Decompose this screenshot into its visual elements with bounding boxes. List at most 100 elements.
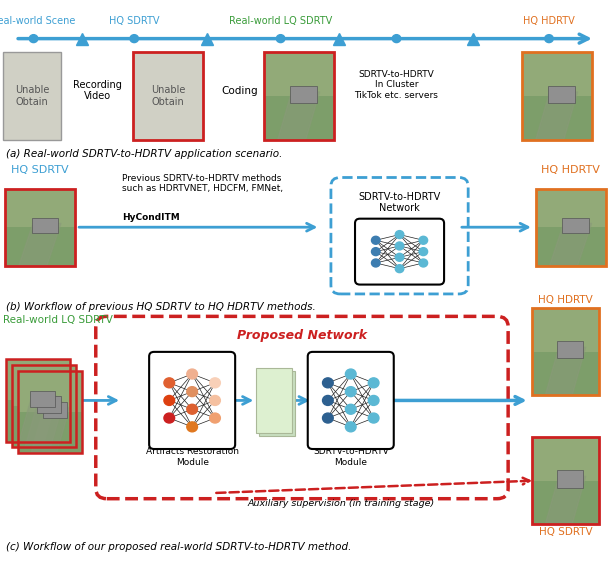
Text: HQ HDRTV: HQ HDRTV bbox=[538, 295, 593, 306]
FancyBboxPatch shape bbox=[307, 352, 394, 449]
FancyBboxPatch shape bbox=[532, 308, 599, 395]
Text: (c) Workflow of our proposed real-world SDRTV-to-HDRTV method.: (c) Workflow of our proposed real-world … bbox=[6, 542, 351, 552]
FancyBboxPatch shape bbox=[6, 359, 70, 400]
Text: Real-world LQ SDRTV: Real-world LQ SDRTV bbox=[229, 16, 332, 26]
Circle shape bbox=[419, 236, 428, 244]
Text: SDRTV-to-HDRTV
In Cluster
TikTok etc. servers: SDRTV-to-HDRTV In Cluster TikTok etc. se… bbox=[354, 70, 439, 100]
FancyBboxPatch shape bbox=[290, 86, 317, 103]
FancyBboxPatch shape bbox=[562, 218, 589, 233]
Circle shape bbox=[210, 413, 220, 423]
Text: Artifacts Restoration
Module: Artifacts Restoration Module bbox=[146, 448, 239, 467]
Circle shape bbox=[164, 413, 174, 423]
Circle shape bbox=[187, 422, 198, 432]
FancyBboxPatch shape bbox=[12, 365, 76, 448]
Circle shape bbox=[323, 413, 333, 423]
Text: SDRTV-to-HDRTV
Network: SDRTV-to-HDRTV Network bbox=[359, 192, 440, 214]
FancyBboxPatch shape bbox=[522, 52, 592, 140]
Circle shape bbox=[545, 35, 553, 43]
Circle shape bbox=[345, 369, 356, 379]
Polygon shape bbox=[19, 396, 57, 442]
Circle shape bbox=[164, 395, 174, 406]
Text: Real-world Scene: Real-world Scene bbox=[0, 16, 76, 26]
Text: Previous SDRTV-to-HDRTV methods
such as HDRTVNET, HDCFM, FMNet,: Previous SDRTV-to-HDRTV methods such as … bbox=[122, 174, 283, 193]
FancyBboxPatch shape bbox=[355, 219, 444, 285]
FancyBboxPatch shape bbox=[12, 365, 76, 406]
Polygon shape bbox=[550, 223, 592, 266]
Text: Coding: Coding bbox=[221, 86, 258, 95]
FancyBboxPatch shape bbox=[32, 218, 58, 233]
Text: SDRTV-to-HDRTV
Module: SDRTV-to-HDRTV Module bbox=[313, 448, 389, 467]
FancyBboxPatch shape bbox=[5, 189, 75, 227]
FancyBboxPatch shape bbox=[536, 189, 606, 227]
Circle shape bbox=[395, 253, 404, 261]
Text: HQ SDRTV: HQ SDRTV bbox=[539, 527, 592, 537]
Polygon shape bbox=[31, 408, 70, 453]
Circle shape bbox=[187, 369, 198, 379]
Circle shape bbox=[164, 378, 174, 388]
Circle shape bbox=[276, 35, 285, 43]
FancyBboxPatch shape bbox=[548, 86, 575, 103]
Circle shape bbox=[210, 378, 220, 388]
FancyBboxPatch shape bbox=[37, 396, 61, 413]
Circle shape bbox=[187, 387, 198, 396]
Text: Real-world LQ SDRTV: Real-world LQ SDRTV bbox=[3, 315, 113, 325]
Text: HQ SDRTV: HQ SDRTV bbox=[109, 16, 159, 26]
Circle shape bbox=[210, 395, 220, 406]
Circle shape bbox=[345, 422, 356, 432]
FancyBboxPatch shape bbox=[30, 391, 55, 407]
Circle shape bbox=[368, 378, 379, 388]
Circle shape bbox=[371, 259, 380, 267]
FancyBboxPatch shape bbox=[6, 360, 70, 442]
FancyBboxPatch shape bbox=[536, 189, 606, 266]
Circle shape bbox=[130, 35, 138, 43]
FancyBboxPatch shape bbox=[256, 368, 292, 433]
Circle shape bbox=[395, 242, 404, 250]
Circle shape bbox=[368, 395, 379, 406]
FancyBboxPatch shape bbox=[3, 52, 61, 140]
Circle shape bbox=[419, 259, 428, 267]
FancyBboxPatch shape bbox=[43, 402, 67, 419]
FancyBboxPatch shape bbox=[264, 52, 334, 140]
Text: Auxiliary supervision (in training stage): Auxiliary supervision (in training stage… bbox=[248, 499, 435, 508]
Circle shape bbox=[395, 265, 404, 273]
FancyBboxPatch shape bbox=[558, 470, 583, 487]
Text: HQ HDRTV: HQ HDRTV bbox=[541, 165, 600, 175]
FancyBboxPatch shape bbox=[532, 308, 599, 352]
FancyBboxPatch shape bbox=[133, 52, 203, 140]
Circle shape bbox=[187, 404, 198, 414]
Circle shape bbox=[395, 231, 404, 239]
Text: (b) Workflow of previous HQ SDRTV to HQ HDRTV methods.: (b) Workflow of previous HQ SDRTV to HQ … bbox=[6, 302, 316, 312]
Circle shape bbox=[371, 248, 380, 256]
Circle shape bbox=[323, 378, 333, 388]
FancyBboxPatch shape bbox=[5, 189, 75, 266]
Text: Recording
Video: Recording Video bbox=[73, 80, 122, 102]
FancyBboxPatch shape bbox=[522, 52, 592, 96]
Circle shape bbox=[419, 248, 428, 256]
FancyBboxPatch shape bbox=[259, 371, 295, 436]
Polygon shape bbox=[19, 223, 61, 266]
FancyBboxPatch shape bbox=[149, 352, 235, 449]
FancyBboxPatch shape bbox=[532, 437, 599, 481]
Circle shape bbox=[368, 413, 379, 423]
Circle shape bbox=[29, 35, 38, 43]
Text: Unable
Obtain: Unable Obtain bbox=[15, 85, 49, 107]
FancyBboxPatch shape bbox=[558, 341, 583, 358]
Circle shape bbox=[371, 236, 380, 244]
Text: Unable
Obtain: Unable Obtain bbox=[151, 85, 185, 107]
Polygon shape bbox=[278, 92, 320, 140]
Circle shape bbox=[345, 404, 356, 414]
FancyBboxPatch shape bbox=[18, 371, 82, 453]
Text: HQ HDRTV: HQ HDRTV bbox=[523, 16, 575, 26]
FancyBboxPatch shape bbox=[264, 52, 334, 96]
FancyBboxPatch shape bbox=[18, 371, 82, 412]
Circle shape bbox=[392, 35, 401, 43]
Text: HyCondITM: HyCondITM bbox=[122, 212, 180, 222]
Polygon shape bbox=[25, 402, 63, 448]
Circle shape bbox=[345, 387, 356, 396]
Text: HQ SDRTV: HQ SDRTV bbox=[11, 165, 68, 175]
Polygon shape bbox=[545, 347, 586, 395]
Polygon shape bbox=[536, 92, 578, 140]
FancyBboxPatch shape bbox=[532, 437, 599, 524]
Text: Proposed Network: Proposed Network bbox=[237, 329, 367, 343]
Circle shape bbox=[323, 395, 333, 406]
